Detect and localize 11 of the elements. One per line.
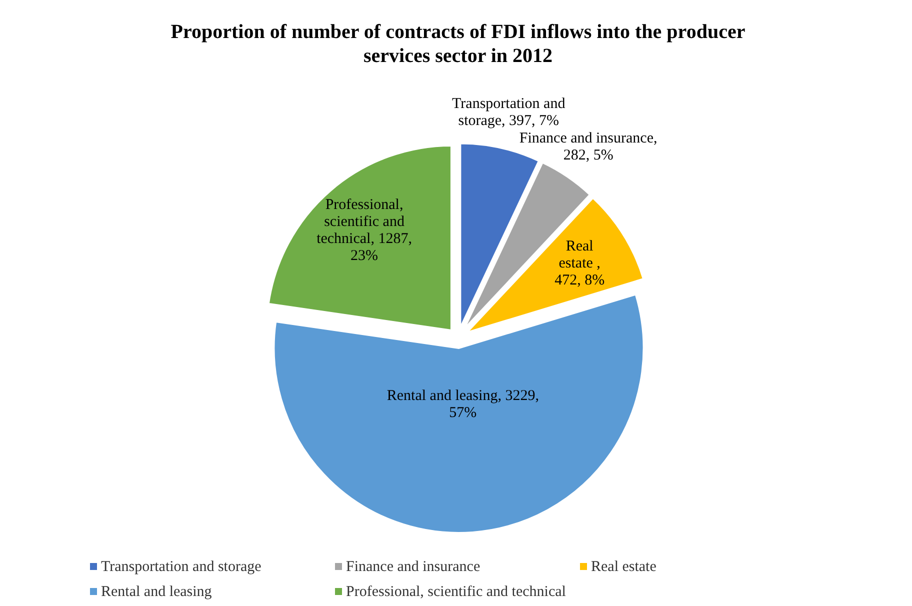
data-label: Real estate , 472, 8% [554, 238, 605, 288]
legend-label: Rental and leasing [101, 584, 212, 600]
legend-label: Transportation and storage [101, 559, 262, 575]
legend-label: Real estate [591, 559, 657, 575]
legend-label: Finance and insurance [346, 559, 480, 575]
data-label: Rental and leasing, 3229, 57% [386, 388, 539, 421]
data-label: Professional, scientific and technical, 1287, 23% [316, 197, 412, 264]
chart-title: Proportion of number of contracts of FDI inflows into the producer services sector in 2012 [170, 21, 746, 67]
data-label: Finance and insurance, 282, 5% [519, 130, 658, 164]
legend-label: Professional, scientific and technical [346, 584, 566, 600]
data-label: Transportation and storage, 397, 7% [452, 96, 566, 130]
